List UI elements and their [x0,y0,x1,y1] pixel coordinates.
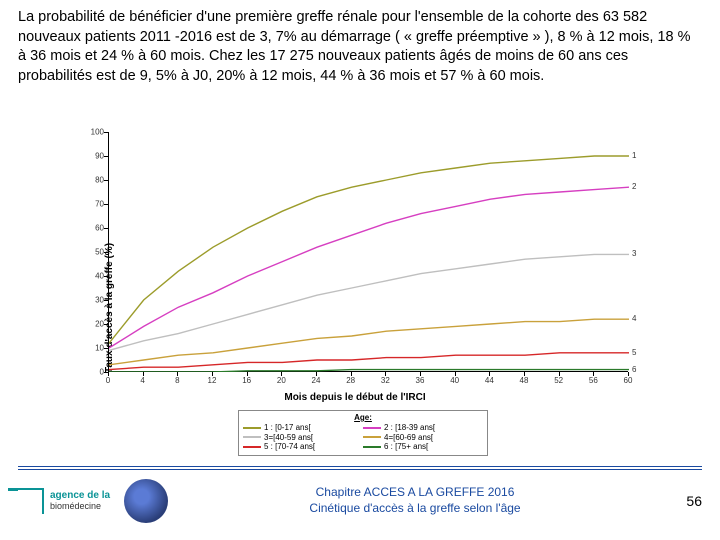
chapter-line2: Cinétique d'accès à la greffe selon l'âg… [309,501,520,515]
y-tick-label: 100 [86,128,104,137]
legend-label: 2 : [18-39 ans[ [384,423,435,433]
legend-swatch [363,436,381,438]
y-tick-label: 0 [86,368,104,377]
legend-swatch [363,446,381,448]
x-tick-label: 40 [450,376,459,385]
series-line-5 [109,353,629,370]
legend-item-5: 5 : [70-74 ans[ [243,442,363,452]
legend-label: 4=[60-69 ans[ [384,433,433,443]
y-tick-label: 40 [86,272,104,281]
legend-swatch [243,436,261,438]
footer: agence de la biomédecine Chapitre ACCES … [18,466,702,526]
legend-label: 6 : [75+ ans[ [384,442,428,452]
x-tick-label: 20 [277,376,286,385]
x-tick-label: 60 [624,376,633,385]
x-tick-label: 16 [242,376,251,385]
y-tick-label: 90 [86,152,104,161]
series-end-label-3: 3 [632,249,636,258]
y-tick-label: 10 [86,344,104,353]
logo-icon [18,488,44,514]
x-tick-label: 36 [416,376,425,385]
series-line-3 [109,254,629,350]
y-tick-label: 20 [86,320,104,329]
series-line-2 [109,187,629,348]
x-tick-label: 28 [346,376,355,385]
logo-line1: agence de la [50,490,110,501]
series-line-4 [109,319,629,365]
x-tick-label: 56 [589,376,598,385]
legend-item-3: 3=[40-59 ans[ [243,433,363,443]
legend-title: Age: [243,413,483,422]
legend-label: 5 : [70-74 ans[ [264,442,315,452]
legend-item-6: 6 : [75+ ans[ [363,442,483,452]
chapter-title: Chapitre ACCES A LA GREFFE 2016 Cinétiqu… [168,485,662,516]
y-tick-label: 60 [86,224,104,233]
agency-logo: agence de la biomédecine [18,488,110,514]
logo-text: agence de la biomédecine [50,491,110,511]
series-end-label-6: 6 [632,365,636,374]
x-tick-label: 0 [106,376,110,385]
legend-swatch [243,427,261,429]
legend-item-1: 1 : [0-17 ans[ [243,423,363,433]
series-line-1 [109,156,629,343]
legend: Age: 1 : [0-17 ans[3=[40-59 ans[5 : [70-… [238,410,488,456]
x-tick-label: 8 [175,376,179,385]
chapter-line1: Chapitre ACCES A LA GREFFE 2016 [316,485,515,499]
x-tick-label: 12 [208,376,217,385]
legend-label: 1 : [0-17 ans[ [264,423,311,433]
x-tick-label: 24 [312,376,321,385]
logo-line2: biomédecine [50,502,110,511]
y-tick-label: 30 [86,296,104,305]
plot-area [108,132,628,372]
y-tick-label: 80 [86,176,104,185]
x-axis-label: Mois depuis le début de l'IRCI [60,392,650,403]
chart: Taux d'accès à la greffe (%) 01020304050… [60,128,650,448]
x-tick-label: 52 [554,376,563,385]
x-tick-label: 48 [520,376,529,385]
series-end-label-5: 5 [632,348,636,357]
series-end-label-4: 4 [632,314,636,323]
legend-swatch [243,446,261,448]
x-tick-label: 32 [381,376,390,385]
x-tick-label: 4 [140,376,144,385]
series-line-6 [109,370,629,372]
page-number: 56 [662,493,702,509]
x-tick-label: 44 [485,376,494,385]
series-end-label-2: 2 [632,182,636,191]
intro-paragraph: La probabilité de bénéficier d'une premi… [18,8,702,86]
y-tick-label: 70 [86,200,104,209]
series-end-label-1: 1 [632,151,636,160]
chart-lines [109,132,629,372]
legend-swatch [363,427,381,429]
legend-item-4: 4=[60-69 ans[ [363,433,483,443]
y-tick-label: 50 [86,248,104,257]
legend-label: 3=[40-59 ans[ [264,433,313,443]
legend-item-2: 2 : [18-39 ans[ [363,423,483,433]
globe-icon [124,479,168,523]
